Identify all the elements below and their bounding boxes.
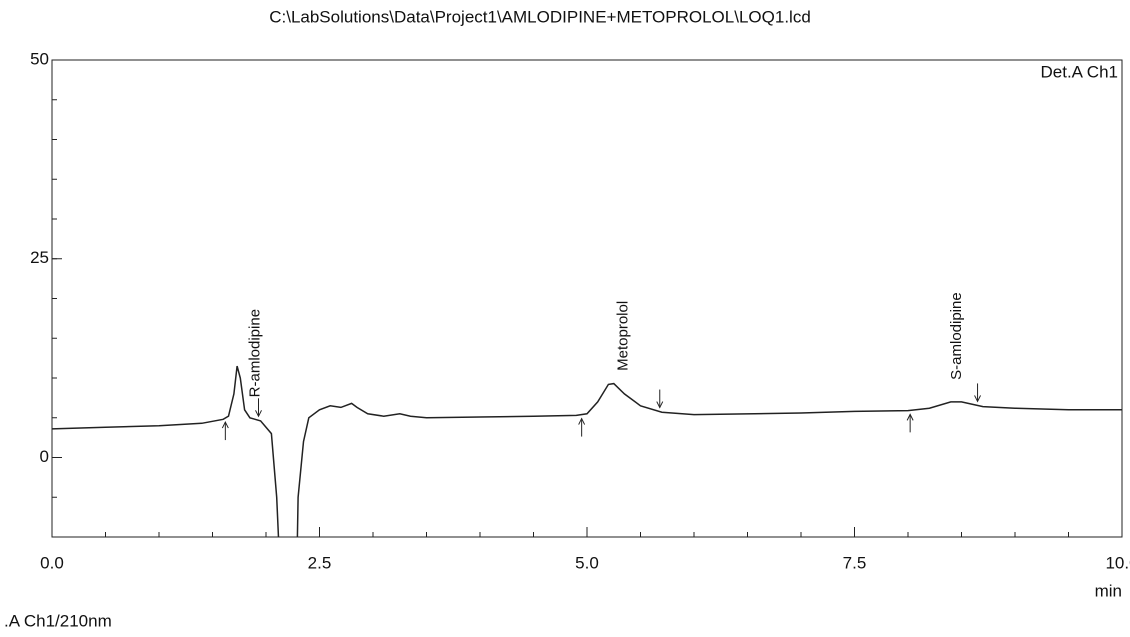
peak-label: Metoprolol (614, 301, 631, 371)
y-tick-label: 50 (30, 49, 49, 68)
x-unit: min (1095, 581, 1122, 600)
integration-arrow (221, 420, 229, 429)
integration-arrow (578, 417, 586, 425)
channel-label: .A Ch1/210nm (4, 611, 112, 630)
detector-label: Det.A Ch1 (1041, 62, 1119, 81)
integration-arrow (255, 410, 262, 418)
plot-area (52, 365, 1122, 537)
peak-label: S-amlodipine (948, 292, 965, 380)
x-tick-label: 7.5 (843, 553, 867, 572)
x-tick-label: 2.5 (308, 553, 332, 572)
integration-arrow (906, 413, 914, 421)
x-tick-label: 10.0 (1105, 553, 1130, 572)
trace (52, 365, 1122, 537)
integration-arrow (656, 401, 664, 409)
integration-arrow (974, 395, 981, 403)
y-tick-label: 0 (40, 447, 49, 466)
x-tick-label: 5.0 (575, 553, 599, 572)
x-tick-label: 0.0 (40, 553, 64, 572)
y-tick-label: 25 (30, 248, 49, 267)
chart-title: C:\LabSolutions\Data\Project1\AMLODIPINE… (269, 7, 811, 26)
peak-label: R-amlodipine (246, 309, 263, 397)
